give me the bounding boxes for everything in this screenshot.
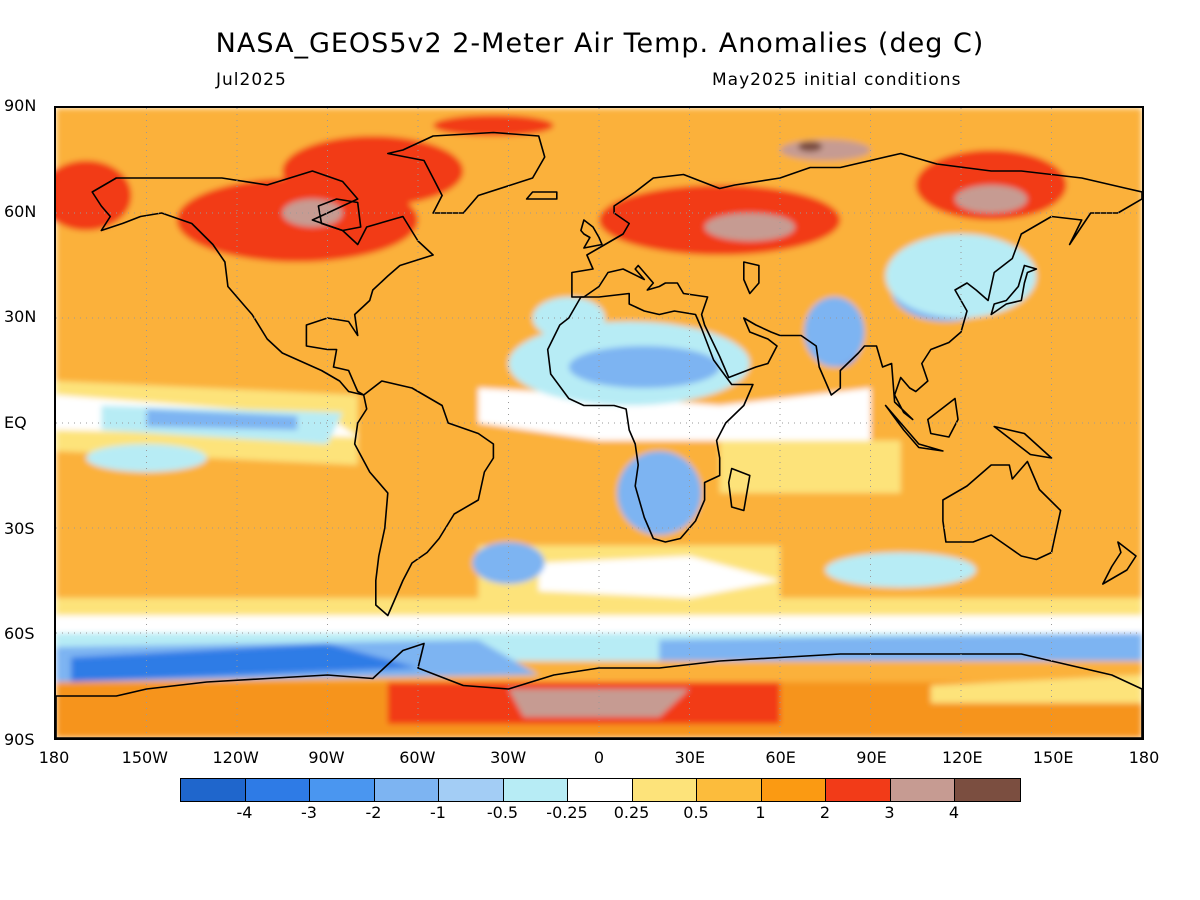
initial-conditions-label: May2025 initial conditions [712, 70, 962, 90]
lon-tick-label: 150W [121, 748, 168, 767]
lon-tick-label: 60W [399, 748, 436, 767]
colorbar-tick-label: -0.5 [486, 803, 519, 822]
lat-tick-label: 60N [4, 201, 37, 221]
anomaly-region [433, 115, 554, 136]
anomaly-region [617, 451, 702, 535]
coastline [387, 131, 546, 214]
coastline [884, 404, 944, 452]
anomaly-region [472, 542, 545, 584]
lon-tick-label: 30E [674, 748, 706, 767]
anomaly-region [146, 409, 298, 430]
lat-tick-label: 90S [4, 730, 35, 749]
coastline [927, 397, 959, 438]
anomaly-region [282, 199, 343, 227]
lat-tick-label: 60S [4, 624, 35, 644]
colorbar-tick-label: -4 [236, 803, 253, 822]
anomaly-region [538, 556, 780, 598]
colorbar-swatch [310, 779, 375, 801]
lon-tick-label: 90E [856, 748, 887, 767]
anomaly-map-canvas [56, 108, 1142, 738]
colorbar-swatch [955, 779, 1020, 801]
anomaly-region [825, 552, 977, 588]
coastline [546, 292, 754, 543]
lat-tick-label: 30N [4, 307, 37, 327]
colorbar-swatch [826, 779, 891, 801]
colorbar-swatch [439, 779, 504, 801]
anomaly-region [282, 136, 464, 206]
coastline [56, 642, 1142, 738]
anomaly-region [568, 346, 720, 388]
forecast-month-label: Jul2025 [216, 70, 287, 90]
colorbar-tick-label: 3 [884, 803, 895, 822]
lat-tick-label: EQ [4, 413, 27, 432]
anomaly-region [86, 444, 207, 472]
anomaly-region [704, 213, 796, 241]
colorbar-swatch [890, 779, 955, 801]
coastline [942, 460, 1062, 561]
coastline [571, 152, 1142, 421]
coastline [525, 191, 558, 200]
colorbar-tick-label: 0.5 [683, 803, 709, 822]
colorbar-tick-label: -3 [301, 803, 317, 822]
colorbar-swatch [632, 779, 697, 801]
colorbar-tick-label: 2 [819, 803, 831, 822]
colorbar-tick-label: -2 [365, 803, 382, 822]
colorbar-tick-label: 4 [948, 803, 960, 822]
anomaly-region [930, 675, 1142, 703]
chart-title: NASA_GEOS5v2 2-Meter Air Temp. Anomalies… [215, 28, 985, 59]
lat-tick-label: 90N [4, 96, 37, 115]
lon-tick-label: 0 [593, 748, 605, 767]
anomaly-region [719, 440, 901, 493]
colorbar-tick-label: 1 [755, 803, 766, 822]
anomaly-region [780, 139, 871, 161]
colorbar-tick-label: -1 [430, 803, 446, 822]
anomaly-region [954, 185, 1028, 213]
colorbar-swatch [697, 779, 762, 801]
colorbar-tick-label: -0.25 [546, 803, 588, 822]
lon-tick-label: 90W [308, 748, 345, 767]
lon-tick-label: 150E [1032, 748, 1074, 767]
coastline [317, 198, 362, 232]
colorbar-swatch [503, 779, 568, 801]
anomaly-region [798, 141, 823, 152]
anomaly-region [71, 643, 418, 682]
anomaly-region [915, 150, 1067, 220]
coastline [353, 380, 495, 617]
lon-tick-label: 120E [942, 748, 983, 767]
colorbar-swatch [374, 779, 439, 801]
coastline [993, 425, 1053, 459]
coastline [990, 264, 1038, 316]
lon-tick-label: 120W [212, 748, 259, 767]
colorbar-swatch [181, 779, 246, 801]
colorbar-swatch [568, 779, 633, 801]
anomaly-region [804, 297, 865, 367]
lat-tick-label: 30S [4, 518, 35, 538]
colorbar-tick-label: 0.25 [613, 803, 650, 822]
colorbar-swatch [761, 779, 826, 801]
coastline [727, 467, 751, 512]
lon-tick-label: 180 [1128, 748, 1160, 767]
colorbar-swatch [245, 779, 310, 801]
lon-tick-label: 180 [38, 748, 70, 767]
colorbar [180, 778, 1021, 802]
anomaly-map [54, 106, 1144, 740]
coastline [91, 170, 434, 396]
coastline [1102, 541, 1137, 585]
lon-tick-label: 30W [490, 748, 527, 767]
coastline [580, 219, 603, 249]
lon-tick-label: 60E [765, 748, 796, 767]
coastline [743, 261, 760, 295]
